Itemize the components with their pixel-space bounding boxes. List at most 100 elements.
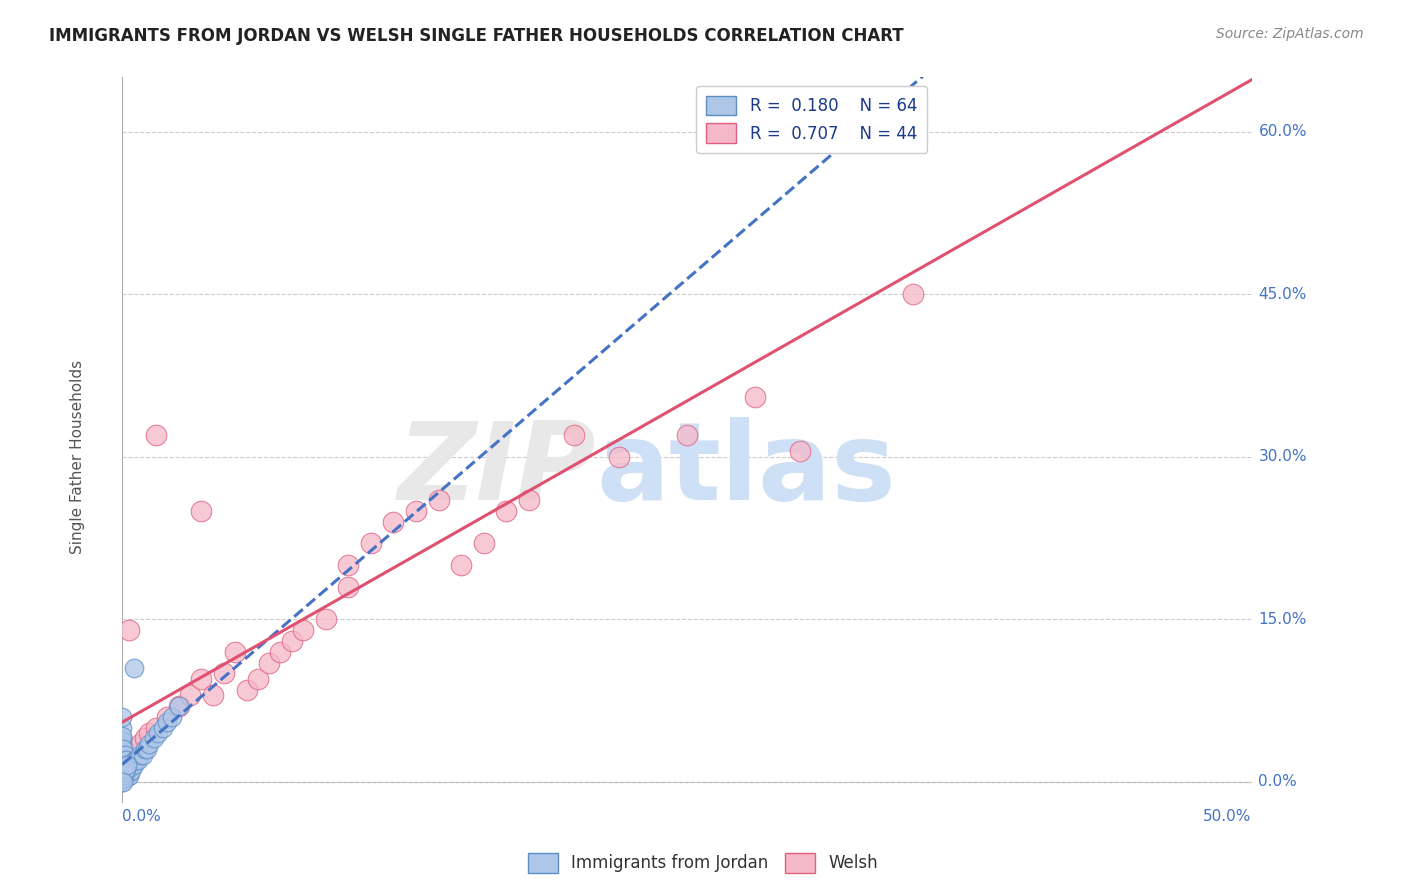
Point: [190, 504, 212, 518]
Point: [111, 762, 134, 776]
Point: [114, 764, 136, 778]
Point: [152, 721, 174, 735]
Point: [120, 764, 142, 778]
Point: [901, 125, 924, 139]
Point: [292, 623, 315, 637]
Point: [145, 428, 167, 442]
Point: [114, 769, 136, 783]
Text: 50.0%: 50.0%: [1204, 809, 1251, 824]
Point: [167, 698, 190, 713]
Point: [111, 774, 134, 789]
Text: 15.0%: 15.0%: [1258, 612, 1306, 627]
Point: [127, 753, 149, 767]
Point: [450, 558, 472, 572]
Point: [118, 758, 141, 772]
Point: [114, 758, 136, 772]
Point: [112, 753, 135, 767]
Point: [115, 758, 138, 772]
Point: [111, 733, 134, 747]
Point: [111, 764, 134, 778]
Point: [789, 444, 811, 458]
Point: [111, 766, 134, 780]
Point: [111, 744, 134, 758]
Point: [167, 698, 190, 713]
Point: [111, 755, 134, 769]
Point: [156, 715, 179, 730]
Point: [179, 688, 201, 702]
Point: [111, 721, 134, 735]
Point: [114, 764, 136, 778]
Point: [145, 721, 167, 735]
Point: [156, 709, 179, 723]
Text: 45.0%: 45.0%: [1258, 286, 1306, 301]
Point: [280, 633, 302, 648]
Text: 30.0%: 30.0%: [1258, 450, 1308, 464]
Point: [111, 739, 134, 754]
Text: 60.0%: 60.0%: [1258, 124, 1308, 139]
Point: [111, 709, 134, 723]
Point: [111, 753, 134, 767]
Point: [118, 747, 141, 762]
Point: [114, 764, 136, 779]
Point: [246, 672, 269, 686]
Text: 0.0%: 0.0%: [122, 809, 162, 824]
Point: [112, 769, 135, 783]
Point: [562, 428, 585, 442]
Point: [124, 753, 146, 767]
Point: [111, 731, 134, 746]
Point: [117, 758, 139, 772]
Point: [114, 769, 136, 783]
Point: [142, 731, 165, 746]
Point: [111, 737, 134, 751]
Point: [122, 758, 145, 772]
Point: [114, 758, 136, 772]
Point: [405, 504, 427, 518]
Point: [676, 428, 699, 442]
Point: [117, 764, 139, 778]
Text: IMMIGRANTS FROM JORDAN VS WELSH SINGLE FATHER HOUSEHOLDS CORRELATION CHART: IMMIGRANTS FROM JORDAN VS WELSH SINGLE F…: [49, 27, 904, 45]
Point: [517, 493, 540, 508]
Point: [112, 742, 135, 756]
Point: [112, 764, 135, 778]
Point: [360, 536, 382, 550]
Point: [111, 751, 134, 765]
Point: [257, 656, 280, 670]
Point: [117, 769, 139, 783]
Point: [744, 390, 766, 404]
Text: atlas: atlas: [596, 417, 897, 523]
Point: [111, 772, 134, 786]
Point: [472, 536, 495, 550]
Point: [160, 709, 183, 723]
Point: [134, 742, 156, 756]
Point: [382, 515, 405, 529]
Point: [495, 504, 517, 518]
Point: [118, 623, 141, 637]
Point: [118, 769, 141, 783]
Point: [112, 758, 135, 772]
Point: [114, 747, 136, 762]
Point: [115, 769, 138, 783]
Point: [112, 774, 135, 789]
Point: [115, 753, 138, 767]
Point: [111, 769, 134, 783]
Point: [129, 737, 152, 751]
Legend: Immigrants from Jordan, Welsh: Immigrants from Jordan, Welsh: [522, 847, 884, 880]
Point: [269, 645, 291, 659]
Point: [115, 762, 138, 776]
Point: [136, 742, 159, 756]
Point: [315, 612, 337, 626]
Point: [224, 645, 246, 659]
Text: ZIP: ZIP: [398, 417, 596, 523]
Point: [112, 764, 135, 778]
Point: [235, 682, 257, 697]
Point: [111, 769, 134, 783]
Point: [190, 672, 212, 686]
Point: [129, 747, 152, 762]
Point: [337, 558, 360, 572]
Point: [138, 726, 160, 740]
Point: [111, 747, 134, 762]
Point: [201, 688, 224, 702]
Point: [337, 580, 360, 594]
Text: Single Father Households: Single Father Households: [70, 359, 84, 554]
Point: [112, 768, 135, 782]
